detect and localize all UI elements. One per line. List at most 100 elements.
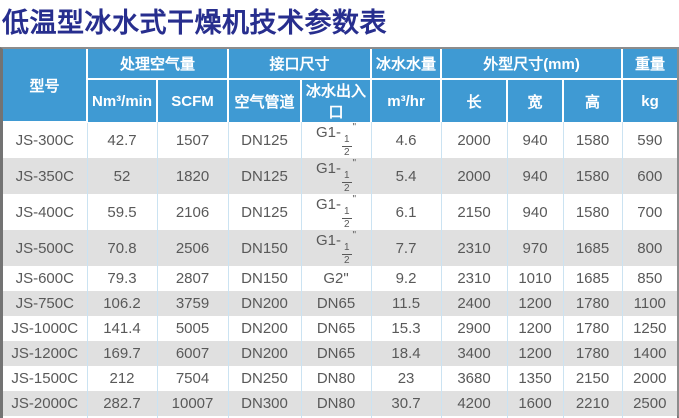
value-cell: 6007 bbox=[157, 341, 229, 366]
col-header-width: 宽 bbox=[506, 78, 565, 122]
table-row-js-1200c: JS-1200C 169.7 6007 DN200 DN65 18.4 3400 1200 17… bbox=[3, 341, 678, 366]
value-cell: DN80 bbox=[301, 366, 372, 391]
table-body: JS-300C 42.7 1507 DN125 G1- 1 2 " 4.6 2000 940 1580… bbox=[3, 122, 678, 418]
value-cell: 282.7 bbox=[87, 391, 158, 416]
model-cell: JS-1200C bbox=[3, 341, 88, 366]
value-cell: 1200 bbox=[507, 316, 564, 341]
value-cell: 2400 bbox=[441, 291, 508, 316]
value-cell: 30.7 bbox=[371, 391, 442, 416]
spec-table-container: 型号 处理空气量 接口尺寸 冰水水量 外型尺寸(mm) 重量 Nm³/min S… bbox=[0, 47, 679, 418]
value-cell: 1350 bbox=[507, 366, 564, 391]
value-cell: 1100 bbox=[622, 291, 678, 316]
value-cell: DN300 bbox=[228, 391, 302, 416]
value-cell: 600 bbox=[622, 158, 678, 194]
value-cell: 70.8 bbox=[87, 230, 158, 266]
col-header-air-pipe: 空气管道 bbox=[227, 78, 303, 122]
value-cell: 1200 bbox=[507, 291, 564, 316]
thread-size-prefix: G1- bbox=[315, 124, 341, 141]
value-cell: DN125 bbox=[228, 122, 302, 158]
value-cell: 79.3 bbox=[87, 266, 158, 291]
col-header-weight-unit: kg bbox=[621, 78, 678, 122]
value-cell: 1600 bbox=[507, 391, 564, 416]
value-cell: 212 bbox=[87, 366, 158, 391]
value-cell: 42.7 bbox=[87, 122, 158, 158]
table-row-js-1500c: JS-1500C 212 7504 DN250 DN80 23 3680 1350 2150 20… bbox=[3, 366, 678, 391]
table-row-js-2500c: JS-2500C34012014DN350DN8038.347901970253… bbox=[3, 416, 678, 418]
value-cell: 1580 bbox=[563, 158, 623, 194]
value-cell: 169.7 bbox=[87, 341, 158, 366]
value-cell: 1970 bbox=[507, 416, 564, 418]
table-row-js-1000c: JS-1000C 141.4 5005 DN200 DN65 15.3 2900 1200 17… bbox=[3, 316, 678, 341]
value-cell: 3680 bbox=[441, 366, 508, 391]
table-header: 型号 处理空气量 接口尺寸 冰水水量 外型尺寸(mm) 重量 Nm³/min S… bbox=[3, 49, 678, 123]
value-cell: 1820 bbox=[157, 158, 229, 194]
col-group-interface-size: 接口尺寸 bbox=[227, 49, 373, 80]
table-row-js-750c: JS-750C 106.2 3759 DN200 DN65 11.5 2400 1200 178… bbox=[3, 291, 678, 316]
value-cell: 2000 bbox=[622, 366, 678, 391]
value-cell: 106.2 bbox=[87, 291, 158, 316]
model-cell: JS-600C bbox=[3, 266, 88, 291]
value-cell: 1010 bbox=[507, 266, 564, 291]
value-cell: 2807 bbox=[157, 266, 229, 291]
model-cell: JS-1000C bbox=[3, 316, 88, 341]
value-cell: 2310 bbox=[441, 266, 508, 291]
value-cell: DN125 bbox=[228, 158, 302, 194]
value-cell: 5005 bbox=[157, 316, 229, 341]
inch-mark: " bbox=[352, 230, 357, 241]
value-cell: DN200 bbox=[228, 291, 302, 316]
thread-size-prefix: G1- bbox=[315, 160, 341, 177]
value-cell: G1- 1 2 " bbox=[301, 194, 372, 230]
value-cell: 10007 bbox=[157, 391, 229, 416]
value-cell: 3400 bbox=[441, 341, 508, 366]
value-cell: DN65 bbox=[301, 291, 372, 316]
value-cell: 2310 bbox=[441, 230, 508, 266]
value-cell: 7.7 bbox=[371, 230, 442, 266]
value-cell: 940 bbox=[507, 194, 564, 230]
inch-mark: " bbox=[352, 158, 357, 169]
value-cell: DN125 bbox=[228, 194, 302, 230]
value-cell: 700 bbox=[622, 194, 678, 230]
header-unit-row: Nm³/min SCFM 空气管道 冰水出入口 m³/hr 长 宽 高 kg bbox=[3, 78, 678, 122]
value-cell: 2210 bbox=[563, 391, 623, 416]
col-header-water-port: 冰水出入口 bbox=[300, 78, 373, 122]
value-cell: 2900 bbox=[441, 316, 508, 341]
value-cell: 9.2 bbox=[371, 266, 442, 291]
value-cell: DN200 bbox=[228, 316, 302, 341]
table-row-js-400c: JS-400C 59.5 2106 DN125 G1- 1 2 " 6.1 2150 940 1580… bbox=[3, 194, 678, 230]
value-cell: 940 bbox=[507, 158, 564, 194]
value-cell: G1- 1 2 " bbox=[301, 122, 372, 158]
value-cell: 970 bbox=[507, 230, 564, 266]
model-cell: JS-400C bbox=[3, 194, 88, 230]
value-cell: G1- 1 2 " bbox=[301, 230, 372, 266]
value-cell: 2506 bbox=[157, 230, 229, 266]
value-cell: 52 bbox=[87, 158, 158, 194]
value-cell: 4200 bbox=[441, 391, 508, 416]
value-cell: 1250 bbox=[622, 316, 678, 341]
value-cell: 141.4 bbox=[87, 316, 158, 341]
value-cell: 1200 bbox=[507, 341, 564, 366]
value-cell: 7504 bbox=[157, 366, 229, 391]
spec-table: 型号 处理空气量 接口尺寸 冰水水量 外型尺寸(mm) 重量 Nm³/min S… bbox=[3, 49, 678, 418]
header-group-row: 型号 处理空气量 接口尺寸 冰水水量 外型尺寸(mm) 重量 bbox=[3, 49, 678, 123]
value-cell: 940 bbox=[507, 122, 564, 158]
value-cell: 1580 bbox=[563, 194, 623, 230]
value-cell: 59.5 bbox=[87, 194, 158, 230]
value-cell: 2500 bbox=[622, 391, 678, 416]
value-cell: 1780 bbox=[563, 291, 623, 316]
value-cell: DN150 bbox=[228, 266, 302, 291]
model-cell: JS-300C bbox=[3, 122, 88, 158]
value-cell: 2150 bbox=[563, 366, 623, 391]
value-cell: 4790 bbox=[441, 416, 508, 418]
value-cell: 11.5 bbox=[371, 291, 442, 316]
value-cell: 15.3 bbox=[371, 316, 442, 341]
value-cell: 5.4 bbox=[371, 158, 442, 194]
value-cell: 2150 bbox=[441, 194, 508, 230]
value-cell: 2000 bbox=[441, 158, 508, 194]
value-cell: 3759 bbox=[157, 291, 229, 316]
value-cell: DN65 bbox=[301, 316, 372, 341]
